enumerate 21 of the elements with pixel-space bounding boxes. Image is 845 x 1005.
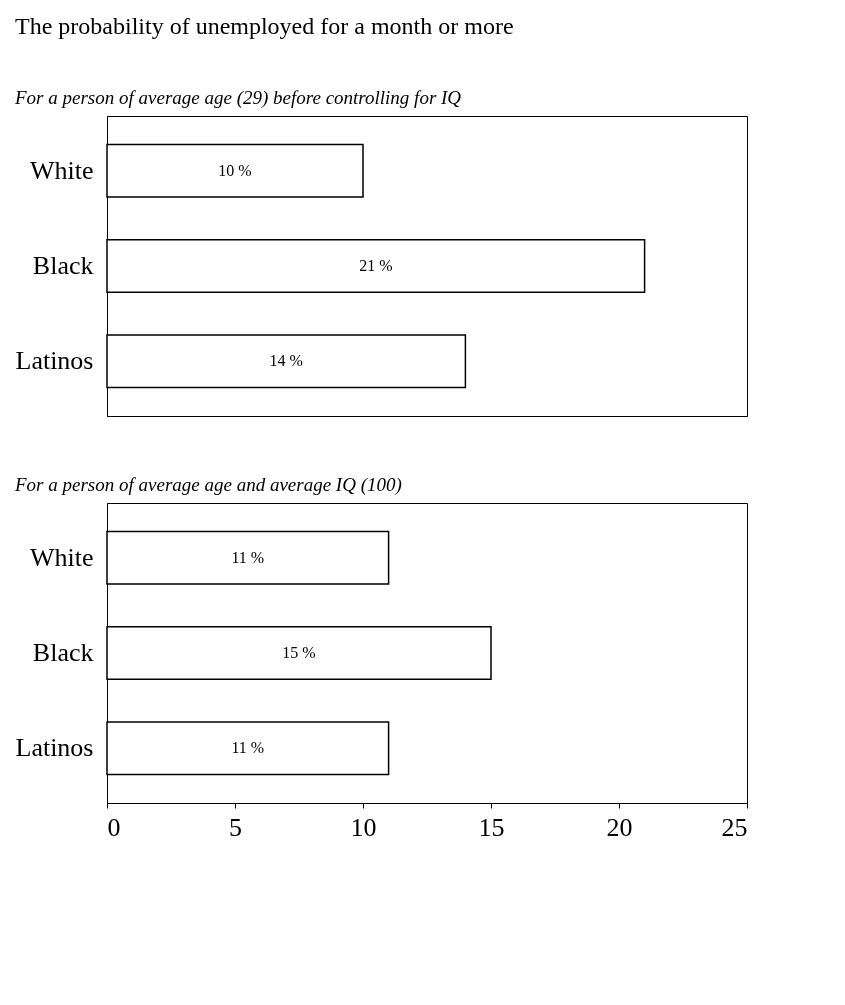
chart-title: The probability of unemployed for a month or more (15, 13, 514, 39)
y-tick-label: Black (32, 251, 94, 280)
y-tick-label: White (29, 155, 94, 185)
chart-subtitle: For a person of average age (29) before controlling for IQ (14, 87, 462, 109)
x-tick-label: 25 (721, 812, 748, 842)
y-tick-label: White (29, 542, 94, 572)
data-label: 14 % (269, 352, 303, 370)
y-tick-label: Latinos (15, 733, 94, 763)
x-tick-label: 20 (606, 812, 633, 842)
x-tick-label: 5 (229, 812, 242, 842)
data-label: 15 % (282, 644, 316, 661)
data-label: 11 % (231, 548, 265, 566)
x-tick-label: 15 (478, 812, 505, 842)
y-tick-label: Black (32, 638, 94, 667)
x-tick-label: 0 (107, 812, 121, 842)
y-tick-label: Latinos (15, 346, 94, 376)
data-label: 10 % (218, 161, 252, 179)
x-tick-label: 10 (350, 812, 377, 842)
data-label: 11 % (231, 739, 265, 757)
data-label: 21 % (359, 257, 393, 274)
chart-subtitle: For a person of average age and average IQ (100) (14, 474, 402, 496)
